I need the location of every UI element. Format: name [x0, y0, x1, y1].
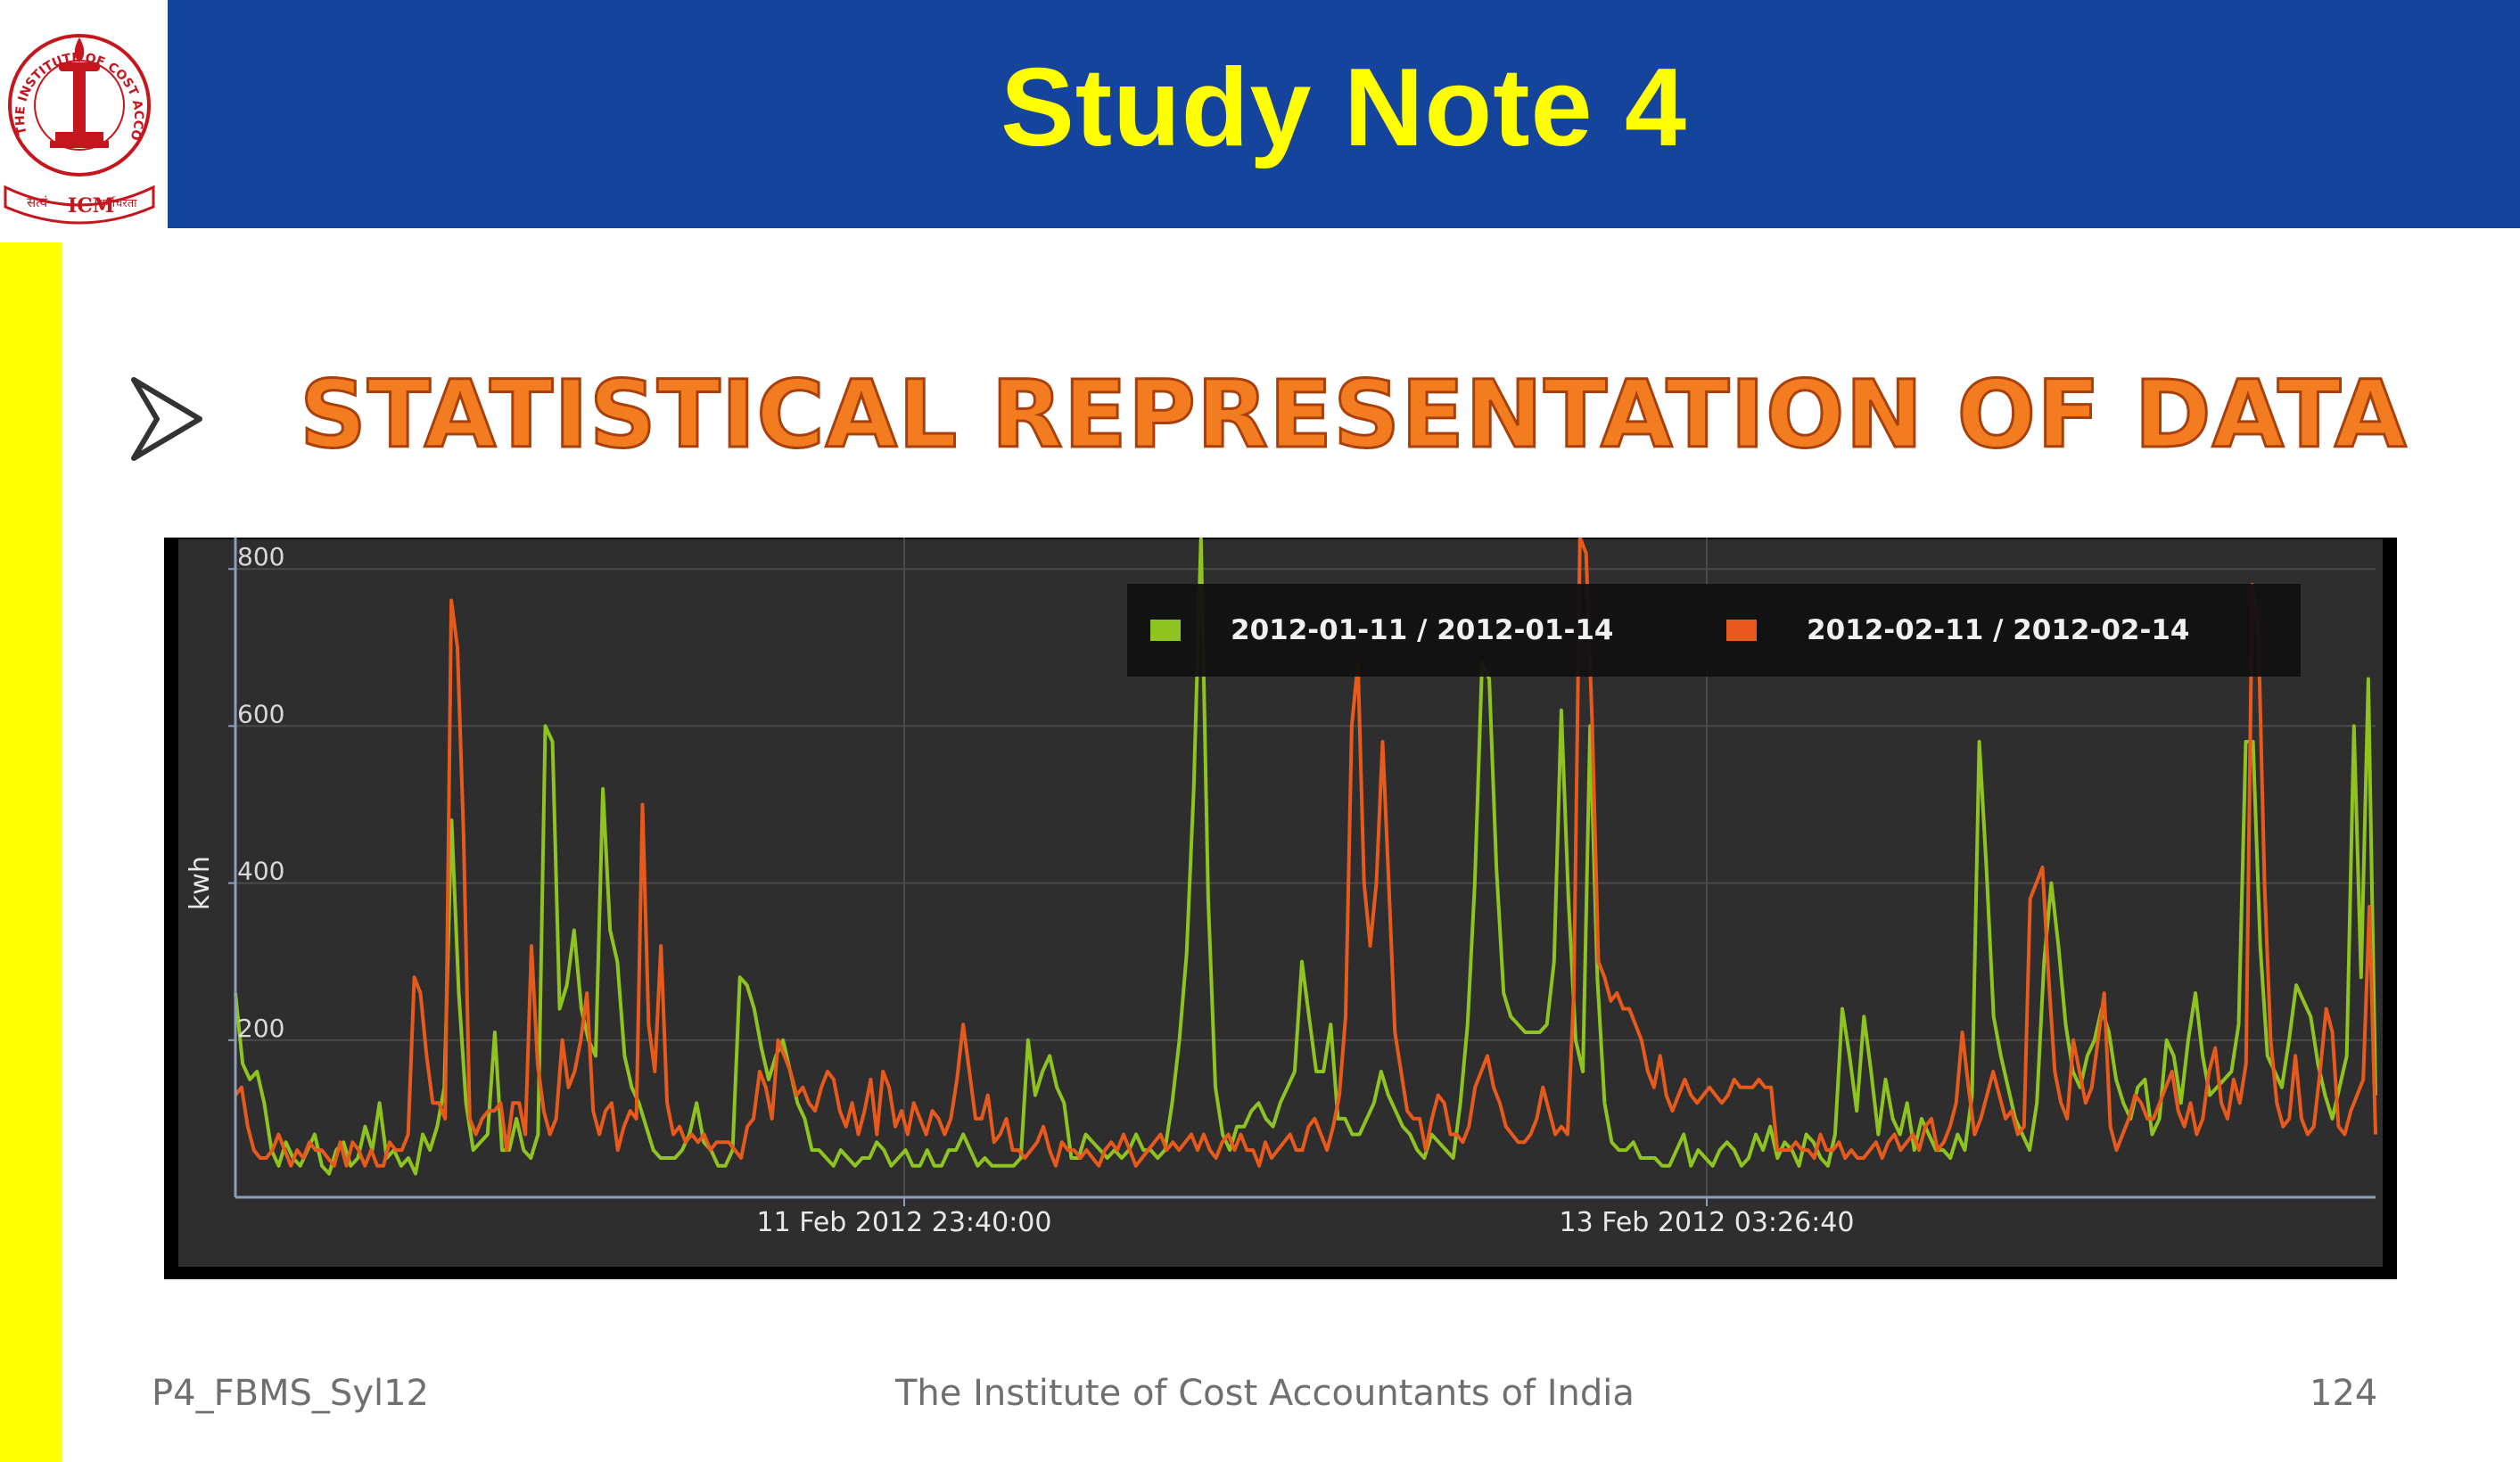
page-number: 124: [2310, 1373, 2378, 1414]
x-tick-label: 13 Feb 2012 03:26:40: [1560, 1207, 1855, 1238]
y-tick-label: 600: [237, 699, 284, 728]
legend-swatch-1: [1150, 620, 1181, 641]
logo-motto-left: सत्यं: [27, 194, 47, 210]
title-banner: Study Note 4: [168, 0, 2520, 228]
series-line-1: [234, 538, 2377, 1176]
y-tick-label: 400: [237, 857, 284, 886]
arrow-bullet-icon: [131, 377, 202, 461]
lamp-seal-icon: [50, 37, 109, 148]
chart-frame: 200 400 600 800 11 Feb 2012 23:40:00 13 Feb 2…: [164, 538, 2397, 1279]
line-chart: 200 400 600 800 11 Feb 2012 23:40:00 13 Feb 2…: [178, 538, 2383, 1267]
y-tick-label: 200: [237, 1014, 284, 1043]
page-title: Study Note 4: [1001, 46, 1687, 169]
legend-label-1: 2012-01-11 / 2012-01-14: [1231, 614, 1614, 646]
svg-text:ICM: ICM: [68, 194, 114, 218]
y-tick-label: 800: [237, 542, 284, 571]
x-tick-label: 11 Feb 2012 23:40:00: [757, 1207, 1052, 1238]
footer-institute-name: The Institute of Cost Accountants of Ind…: [895, 1373, 1635, 1414]
legend-box: [1127, 584, 2301, 677]
y-axis-label: kwh: [185, 856, 216, 910]
section-heading: STATISTICAL REPRESENTATION OF DATA: [298, 359, 2408, 471]
legend-swatch-2: [1726, 620, 1757, 641]
side-accent-bar: [0, 242, 62, 1462]
legend-label-2: 2012-02-11 / 2012-02-14: [1807, 614, 2190, 646]
series-line-2: [234, 538, 2377, 1168]
logo-motto-right: धर्माचरता: [98, 196, 137, 210]
footer-code: P4_FBMS_Syl12: [152, 1373, 429, 1414]
institute-logo: THE INSTITUTE OF COST ACCOUNTANTS OF IND…: [0, 0, 159, 230]
